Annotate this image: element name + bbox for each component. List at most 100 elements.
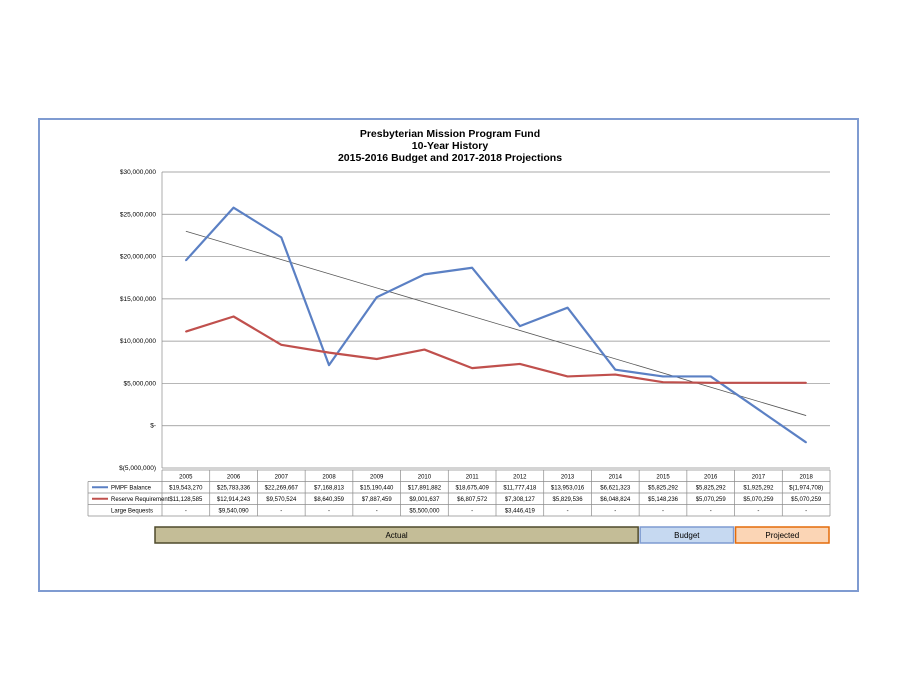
reserve-requirement-data-label: $5,829,536 [553,497,584,503]
series-lines [185,206,807,444]
reserve-requirement-point [614,373,617,376]
x-tick-label: 2015 [656,475,670,481]
pmpf-balance-data-label: $11,777,418 [503,485,537,491]
pmpf-balance-data-label: $25,783,336 [217,485,251,491]
y-tick-label: $(5,000,000) [119,465,156,472]
y-tick-label: $5,000,000 [123,380,156,387]
pmpf-balance-point [232,206,235,209]
pmpf-balance-point [328,364,330,366]
pmpf-balance-data-label: $13,953,016 [551,485,585,491]
pmpf-balance-point [614,368,617,371]
y-tick-label: $10,000,000 [120,338,157,345]
pmpf-balance-point [519,325,521,327]
x-tick-label: 2018 [799,475,813,481]
reserve-requirement-data-label: $11,128,585 [169,497,203,503]
reserve-requirement-point [232,315,235,318]
pmpf-balance-point [757,408,760,411]
y-tick-label: $- [150,423,156,430]
large-bequests-legend-label: Large Bequests [111,508,153,514]
y-tick-label: $20,000,000 [120,254,157,261]
reserve-requirement-point [185,330,187,333]
reserve-requirement-data-label: $8,640,359 [314,497,345,503]
large-bequests-data-label: - [567,508,569,514]
pmpf-balance-data-label: $1,925,292 [743,485,774,491]
pmpf-balance-point [566,306,569,309]
reserve-requirement-data-label: $5,148,236 [648,497,679,503]
reserve-requirement-point [662,381,664,383]
pmpf-balance-point [709,375,712,378]
pmpf-balance-data-label: $15,190,440 [360,485,394,491]
y-tick-label: $15,000,000 [120,296,157,303]
title-line: 2015-2016 Budget and 2017-2018 Projectio… [338,152,562,164]
pmpf-balance-legend-label: PMPF Balance [111,485,152,491]
large-bequests-data-label: - [328,508,330,514]
x-tick-label: 2006 [227,475,241,481]
pmpf-balance-point [662,375,664,378]
chart: Presbyterian Mission Program Fund10-Year… [87,128,831,544]
large-bequests-data-label: - [662,508,664,514]
x-tick-label: 2013 [561,475,575,481]
period-projected-box [734,526,830,544]
x-tick-label: 2005 [179,475,193,481]
period-budget-box [639,526,735,544]
data-table: 2005 2006 2007 2008 2009 2010 2011 2012 2013 2014… [87,469,831,517]
large-bequests-data-label: $3,446,419 [505,508,536,514]
pmpf-balance-line [185,206,807,444]
reserve-requirement-point [328,351,330,354]
large-bequests-data-label: - [471,508,473,514]
x-tick-label: 2017 [752,475,766,481]
pmpf-balance-data-label: $19,543,270 [169,485,203,491]
x-tick-label: 2010 [418,475,432,481]
reserve-requirement-line [185,315,807,384]
x-tick-label: 2009 [370,475,384,481]
x-tick-label: 2011 [466,475,480,481]
period-actual-box [154,526,639,544]
gridlines [161,171,830,469]
large-bequests-data-label: - [376,508,378,514]
y-tick-label: $30,000,000 [120,169,157,176]
reserve-requirement-point [471,367,473,369]
reserve-requirement-point [566,375,569,378]
pmpf-balance-data-label: $7,168,813 [314,485,345,491]
reserve-requirement-point [375,358,378,360]
pmpf-balance-point [280,236,283,239]
large-bequests-data-label: - [280,508,282,514]
x-tick-label: 2008 [322,475,336,481]
large-bequests-data-label: - [614,508,616,514]
y-tick-label: $25,000,000 [120,211,157,218]
x-tick-label: 2014 [609,475,623,481]
chart-title: Presbyterian Mission Program Fund10-Year… [338,128,562,164]
pmpf-balance-data-label: $17,891,882 [408,485,442,491]
pmpf-balance-data-label: $22,269,667 [265,485,299,491]
period-budget-label: Budget [674,531,700,540]
reserve-requirement-legend-label: Reserve Requirement [111,497,170,503]
x-tick-label: 2007 [275,475,289,481]
reserve-requirement-data-label: $6,807,572 [457,497,488,503]
reserve-requirement-data-label: $9,570,524 [266,497,297,503]
reserve-requirement-point [757,382,760,384]
title-line: Presbyterian Mission Program Fund [360,128,540,140]
reserve-requirement-data-label: $7,308,127 [505,497,536,503]
pmpf-balance-point [185,259,187,262]
reserve-requirement-data-label: $5,070,259 [791,497,822,503]
large-bequests-data-label: - [710,508,712,514]
large-bequests-data-label: - [805,508,807,514]
reserve-requirement-data-label: $6,048,824 [600,497,631,503]
pmpf-balance-data-label: $(1,974,708) [789,485,823,491]
x-tick-label: 2012 [513,475,527,481]
pmpf-balance-data-label: $6,621,323 [600,485,631,491]
pmpf-balance-point [805,441,807,444]
period-actual-label: Actual [385,531,407,540]
large-bequests-data-label: - [185,508,187,514]
y-axis-ticks: $30,000,000 $25,000,000 $20,000,000 $15,000… [119,169,156,472]
chart-frame: Presbyterian Mission Program Fund 10-Year… [38,118,859,592]
large-bequests-data-label: - [757,508,759,514]
reserve-requirement-data-label: $12,914,243 [217,497,251,503]
title-line: 10-Year History [412,140,489,152]
x-tick-label: 2016 [704,475,718,481]
reserve-requirement-data-label: $9,001,637 [409,497,440,503]
pmpf-balance-point [375,296,378,299]
pmpf-balance-data-label: $18,675,409 [455,485,489,491]
reserve-requirement-point [280,343,283,346]
trendline-line [185,230,807,416]
